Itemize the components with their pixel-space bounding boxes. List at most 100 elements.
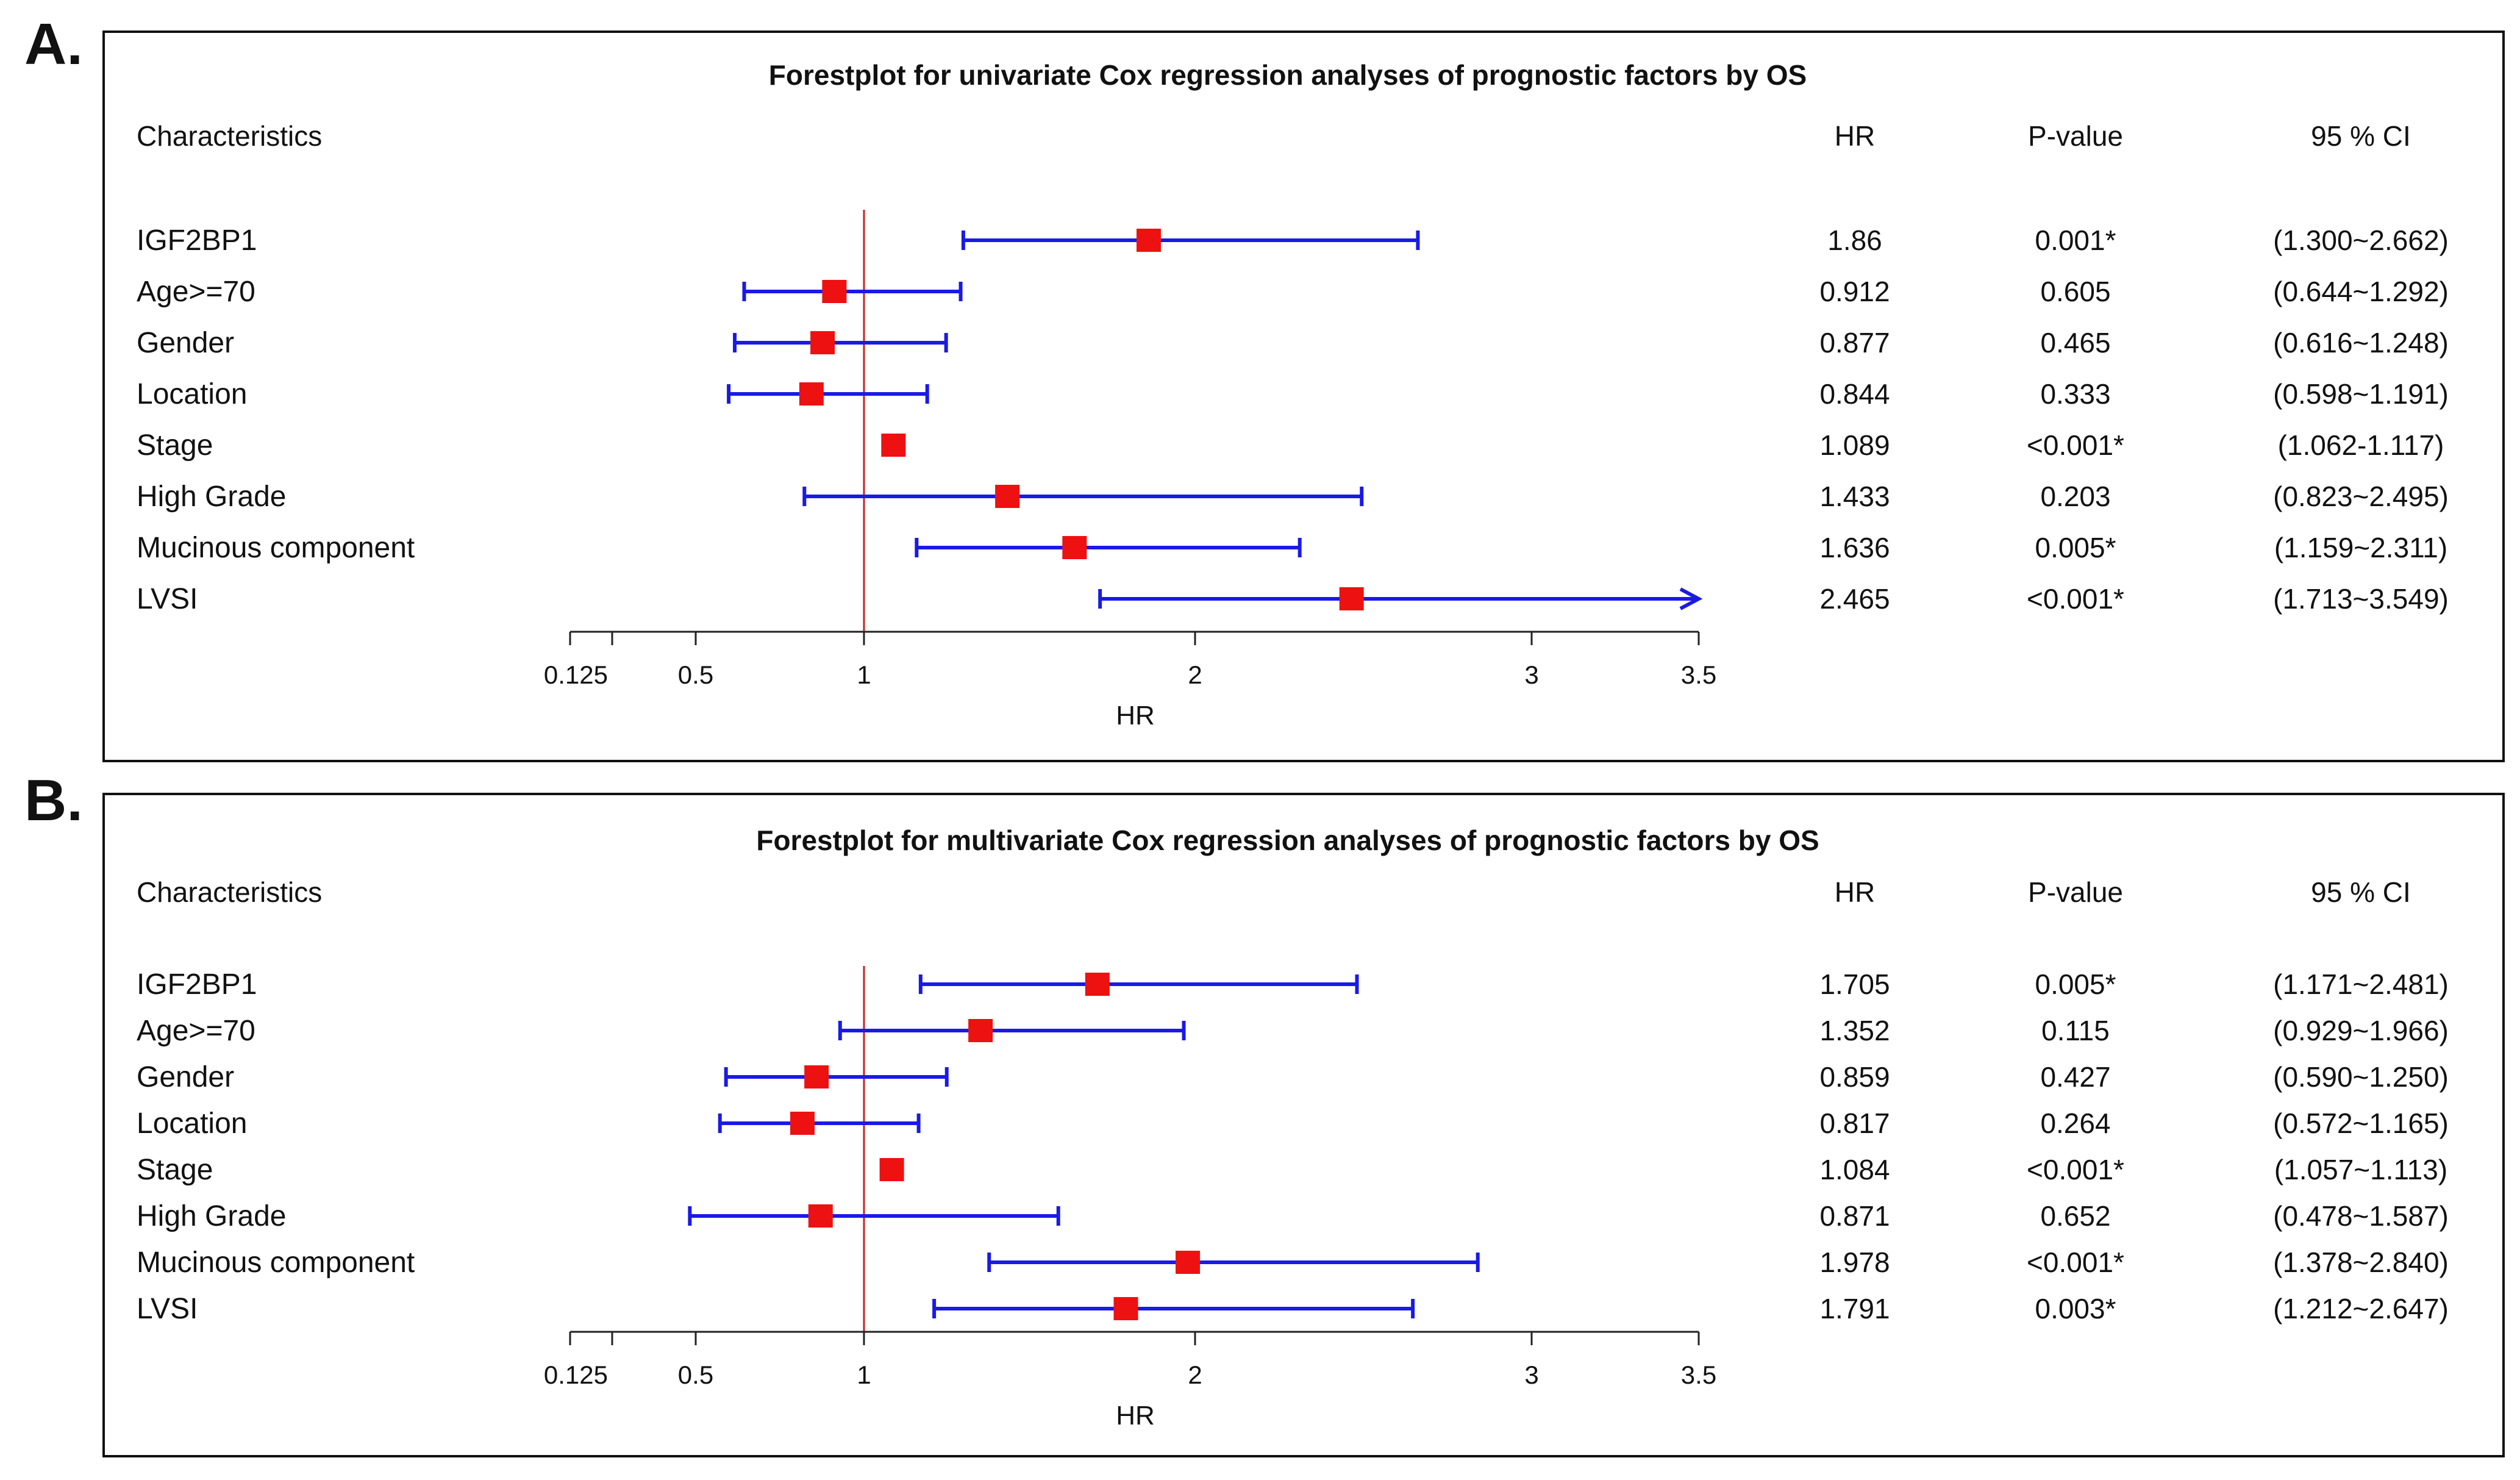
column-header-hr: HR	[1835, 120, 1875, 152]
x-tick-label: 0.125	[544, 1360, 608, 1389]
p-value: <0.001*	[2027, 583, 2124, 615]
hr-value: 1.089	[1819, 429, 1890, 461]
row-label: IGF2BP1	[137, 224, 257, 257]
hr-value: 0.817	[1819, 1107, 1890, 1139]
hr-point-box	[804, 1065, 829, 1089]
p-value: 0.652	[2040, 1200, 2110, 1232]
ci-value: (0.590~1.250)	[2273, 1061, 2449, 1093]
p-value: 0.115	[2041, 1015, 2110, 1046]
ci-value: (0.644~1.292)	[2273, 276, 2449, 307]
p-value: 0.203	[2040, 481, 2110, 512]
chart-title: Forestplot for univariate Cox regression…	[769, 59, 1807, 91]
ci-value: (1.062-1.117)	[2278, 429, 2444, 461]
ci-value: (0.823~2.495)	[2273, 481, 2449, 512]
p-value: 0.465	[2040, 327, 2110, 359]
ci-value: (0.929~1.966)	[2273, 1015, 2449, 1046]
p-value: 0.005*	[2035, 968, 2116, 1000]
hr-point-box	[879, 1158, 904, 1181]
hr-point-box	[995, 485, 1020, 508]
ci-value: (1.212~2.647)	[2273, 1293, 2449, 1324]
x-tick-label: 3.5	[1681, 1360, 1716, 1389]
hr-value: 1.978	[1819, 1246, 1890, 1278]
chart-title: Forestplot for multivariate Cox regressi…	[756, 824, 1819, 856]
p-value: 0.003*	[2035, 1293, 2116, 1324]
panel-b-label: B.	[24, 768, 83, 833]
hr-value: 1.705	[1819, 968, 1890, 1000]
p-value: <0.001*	[2027, 1154, 2124, 1185]
hr-value: 1.86	[1827, 224, 1882, 256]
hr-value: 1.636	[1819, 532, 1890, 563]
row-label: IGF2BP1	[137, 968, 257, 1001]
hr-value: 1.791	[1819, 1293, 1890, 1324]
hr-point-box	[1339, 587, 1364, 610]
hr-value: 1.433	[1819, 481, 1890, 512]
hr-point-box	[790, 1112, 815, 1135]
panel-b-forestplot: Forestplot for multivariate Cox regressi…	[102, 793, 2505, 1457]
hr-point-box	[822, 280, 847, 303]
column-header-hr: HR	[1835, 876, 1875, 908]
ci-value: (0.478~1.587)	[2273, 1200, 2449, 1232]
panel-a-label: A.	[24, 12, 83, 77]
column-header-pvalue: P-value	[2028, 876, 2123, 908]
column-header-characteristics: Characteristics	[137, 876, 322, 908]
panel-a-forestplot: Forestplot for univariate Cox regression…	[102, 30, 2505, 762]
row-label: LVSI	[137, 583, 198, 615]
hr-point-box	[1176, 1251, 1201, 1274]
p-value: 0.005*	[2035, 532, 2116, 563]
row-label: Gender	[137, 327, 234, 359]
hr-value: 0.877	[1819, 327, 1890, 359]
x-tick-label: 2	[1188, 660, 1202, 689]
row-label: Age>=70	[137, 1015, 255, 1047]
column-header-pvalue: P-value	[2028, 120, 2123, 152]
row-label: Stage	[137, 429, 213, 462]
x-tick-label: 1	[857, 660, 871, 689]
column-header-ci: 95 % CI	[2311, 876, 2411, 908]
x-tick-label: 3	[1524, 660, 1538, 689]
row-label: Stage	[137, 1154, 213, 1186]
ci-value: (1.378~2.840)	[2273, 1246, 2449, 1278]
x-tick-label: 0.5	[678, 1360, 713, 1389]
hr-point-box	[1085, 973, 1110, 996]
row-label: Gender	[137, 1061, 234, 1093]
p-value: 0.001*	[2035, 224, 2116, 256]
hr-point-box	[1113, 1297, 1138, 1320]
ci-value: (0.598~1.191)	[2273, 378, 2449, 410]
row-label: Age>=70	[137, 276, 255, 308]
hr-point-box	[799, 382, 824, 406]
panel-a-chart: Forestplot for univariate Cox regression…	[137, 59, 2449, 731]
x-tick-label: 3	[1524, 1360, 1538, 1389]
x-tick-label: 3.5	[1681, 660, 1716, 689]
ci-value: (1.057~1.113)	[2274, 1154, 2447, 1185]
p-value: <0.001*	[2027, 1246, 2124, 1278]
p-value: 0.264	[2040, 1107, 2110, 1139]
ci-value: (1.171~2.481)	[2273, 968, 2449, 1000]
x-tick-label: 0.125	[544, 660, 608, 689]
x-axis-title: HR	[1116, 701, 1155, 731]
hr-value: 1.352	[1819, 1015, 1890, 1046]
hr-value: 0.859	[1819, 1061, 1890, 1093]
x-tick-label: 0.5	[678, 660, 713, 689]
p-value: 0.427	[2040, 1061, 2110, 1093]
column-header-characteristics: Characteristics	[137, 120, 322, 152]
hr-value: 2.465	[1819, 583, 1890, 615]
row-label: Mucinous component	[137, 532, 415, 564]
ci-value: (1.300~2.662)	[2273, 224, 2449, 256]
hr-point-box	[1062, 536, 1087, 559]
x-axis-title: HR	[1116, 1401, 1155, 1431]
row-label: LVSI	[137, 1293, 198, 1325]
row-label: Location	[137, 1107, 247, 1140]
hr-point-box	[810, 331, 835, 354]
panel-b-chart: Forestplot for multivariate Cox regressi…	[137, 824, 2449, 1431]
x-tick-label: 1	[857, 1360, 871, 1389]
row-label: High Grade	[137, 481, 286, 513]
hr-value: 1.084	[1819, 1154, 1890, 1185]
hr-value: 0.844	[1819, 378, 1890, 410]
p-value: 0.333	[2040, 378, 2110, 410]
hr-point-box	[808, 1204, 833, 1228]
ci-value: (0.616~1.248)	[2273, 327, 2449, 359]
x-tick-label: 2	[1188, 1360, 1202, 1389]
hr-point-box	[1136, 229, 1161, 252]
row-label: High Grade	[137, 1200, 286, 1232]
hr-value: 0.912	[1819, 276, 1890, 307]
ci-value: (1.713~3.549)	[2273, 583, 2449, 615]
